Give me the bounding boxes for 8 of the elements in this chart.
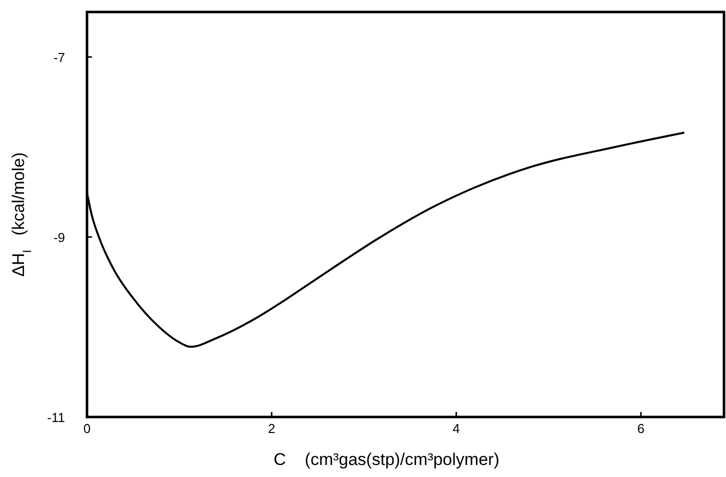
x-tick-label: 6 xyxy=(637,421,645,436)
y-tick-label: -11 xyxy=(47,410,65,425)
x-tick-label: 0 xyxy=(83,421,91,436)
x-tick-label: 2 xyxy=(268,421,276,436)
x-tick-label: 4 xyxy=(452,421,460,436)
y-tick-label: -7 xyxy=(53,50,65,65)
x-axis-title: C (cm³gas(stp)/cm³polymer) xyxy=(274,450,500,469)
y-tick-label: -9 xyxy=(53,230,65,245)
